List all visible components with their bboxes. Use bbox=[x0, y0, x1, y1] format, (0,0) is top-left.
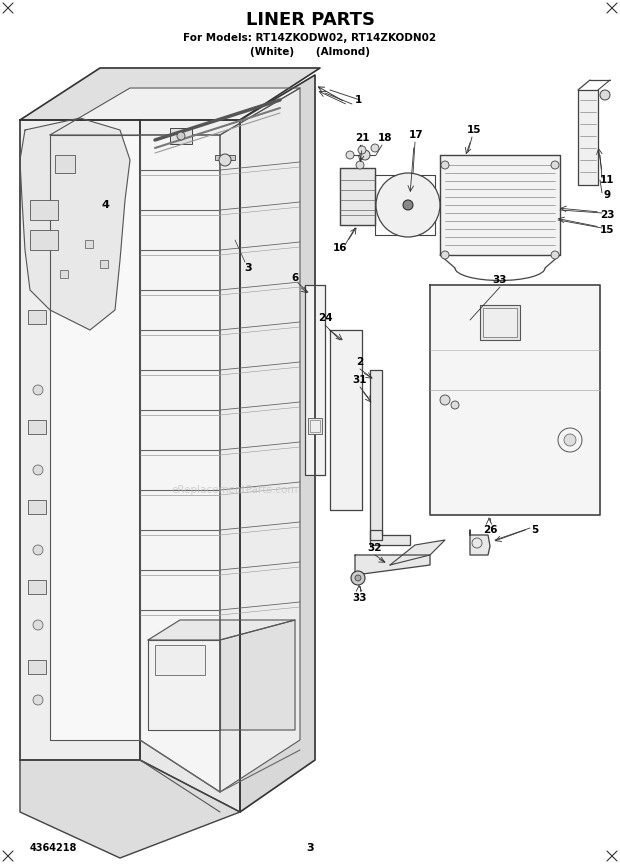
Polygon shape bbox=[340, 168, 375, 225]
Text: 31: 31 bbox=[353, 375, 367, 385]
Polygon shape bbox=[50, 135, 140, 740]
Text: 15: 15 bbox=[467, 125, 481, 135]
Text: 4: 4 bbox=[101, 200, 109, 210]
Polygon shape bbox=[20, 760, 240, 858]
Text: 3: 3 bbox=[306, 843, 314, 853]
Text: 3: 3 bbox=[244, 263, 252, 273]
Polygon shape bbox=[330, 330, 362, 510]
Text: 23: 23 bbox=[600, 210, 614, 220]
Circle shape bbox=[219, 154, 231, 166]
Polygon shape bbox=[20, 120, 140, 760]
Circle shape bbox=[441, 161, 449, 169]
Circle shape bbox=[360, 150, 370, 160]
Polygon shape bbox=[470, 530, 490, 555]
Bar bbox=[85, 240, 93, 248]
Text: 24: 24 bbox=[317, 313, 332, 323]
Bar bbox=[215, 155, 235, 160]
Bar bbox=[60, 270, 68, 278]
Bar bbox=[100, 260, 108, 268]
Circle shape bbox=[33, 465, 43, 475]
Text: For Models: RT14ZKODW02, RT14ZKODN02: For Models: RT14ZKODW02, RT14ZKODN02 bbox=[184, 33, 436, 43]
Circle shape bbox=[564, 434, 576, 446]
Text: 15: 15 bbox=[600, 225, 614, 235]
Bar bbox=[30, 200, 58, 220]
Polygon shape bbox=[148, 620, 295, 640]
Polygon shape bbox=[240, 75, 315, 812]
Bar bbox=[55, 155, 75, 173]
Circle shape bbox=[551, 161, 559, 169]
Text: 11: 11 bbox=[600, 175, 614, 185]
Text: 33: 33 bbox=[353, 593, 367, 603]
Polygon shape bbox=[20, 118, 130, 330]
Text: 17: 17 bbox=[409, 130, 423, 140]
Circle shape bbox=[355, 575, 361, 581]
Circle shape bbox=[177, 132, 185, 140]
Text: (White)      (Almond): (White) (Almond) bbox=[250, 47, 370, 57]
Circle shape bbox=[33, 620, 43, 630]
Bar bbox=[308, 418, 322, 434]
Polygon shape bbox=[355, 555, 430, 575]
Text: 2: 2 bbox=[356, 357, 363, 367]
Bar bbox=[28, 420, 46, 434]
Circle shape bbox=[33, 385, 43, 395]
Text: 4364218: 4364218 bbox=[30, 843, 78, 853]
Polygon shape bbox=[140, 120, 240, 812]
Text: 6: 6 bbox=[291, 273, 299, 283]
Bar bbox=[170, 128, 192, 144]
Circle shape bbox=[376, 173, 440, 237]
Circle shape bbox=[551, 251, 559, 259]
Circle shape bbox=[33, 545, 43, 555]
Text: 16: 16 bbox=[333, 243, 347, 253]
Text: 32: 32 bbox=[368, 543, 383, 553]
Circle shape bbox=[346, 151, 354, 159]
Polygon shape bbox=[140, 135, 220, 792]
Circle shape bbox=[358, 146, 366, 154]
Polygon shape bbox=[370, 530, 410, 545]
Polygon shape bbox=[440, 155, 560, 255]
Bar bbox=[28, 580, 46, 594]
Bar bbox=[28, 500, 46, 514]
Polygon shape bbox=[305, 285, 325, 475]
Text: 21: 21 bbox=[355, 133, 370, 143]
Bar bbox=[28, 310, 46, 324]
Text: LINER PARTS: LINER PARTS bbox=[246, 11, 374, 29]
Circle shape bbox=[403, 200, 413, 210]
Text: 18: 18 bbox=[378, 133, 392, 143]
Polygon shape bbox=[148, 640, 220, 730]
Circle shape bbox=[33, 695, 43, 705]
Polygon shape bbox=[430, 285, 600, 515]
Text: eReplacementParts.com: eReplacementParts.com bbox=[172, 485, 298, 495]
Circle shape bbox=[451, 401, 459, 409]
Polygon shape bbox=[578, 90, 598, 185]
Circle shape bbox=[351, 571, 365, 585]
Polygon shape bbox=[50, 88, 300, 135]
Circle shape bbox=[440, 395, 450, 405]
Circle shape bbox=[600, 90, 610, 100]
Bar bbox=[155, 645, 205, 675]
Circle shape bbox=[441, 251, 449, 259]
Text: 26: 26 bbox=[483, 525, 497, 535]
Polygon shape bbox=[370, 370, 382, 540]
Bar bbox=[480, 305, 520, 340]
Bar bbox=[310, 420, 320, 432]
Polygon shape bbox=[220, 620, 295, 730]
Polygon shape bbox=[20, 68, 320, 120]
Text: 1: 1 bbox=[355, 95, 361, 105]
Text: 9: 9 bbox=[603, 190, 611, 200]
Polygon shape bbox=[390, 540, 445, 565]
Circle shape bbox=[356, 161, 364, 169]
Text: 5: 5 bbox=[531, 525, 539, 535]
Bar bbox=[28, 660, 46, 674]
Bar bbox=[30, 230, 58, 250]
Bar bbox=[483, 308, 517, 337]
Polygon shape bbox=[220, 88, 300, 792]
Text: 33: 33 bbox=[493, 275, 507, 285]
Circle shape bbox=[371, 144, 379, 152]
